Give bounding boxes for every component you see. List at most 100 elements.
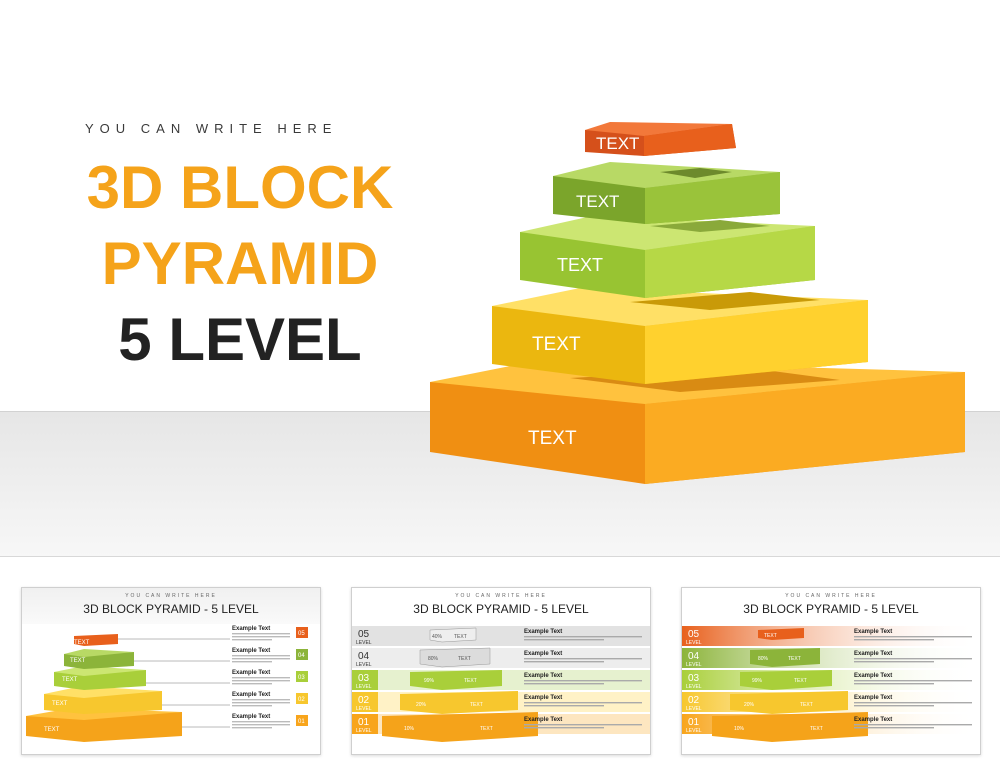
thumbnail-subtitle: YOU CAN WRITE HERE (785, 593, 877, 599)
item-headings: Example Text Example Text Example Text E… (232, 626, 270, 720)
hero-title-line2: PYRAMID (101, 230, 379, 297)
level-numbers: 05 LEVEL 04 LEVEL 03 LEVEL 02 LEVEL 01 L… (686, 629, 702, 734)
thumbnail-title: 3D BLOCK PYRAMID - 5 LEVEL (83, 602, 259, 616)
level-numbers: 05 LEVEL 04 LEVEL 03 LEVEL 02 LEVEL 01 L… (356, 629, 372, 734)
mini-label-5: TEXT (74, 640, 90, 646)
level-text: TEXT (810, 726, 823, 732)
level-num: 03 (358, 673, 370, 684)
item-heading: Example Text (854, 673, 892, 679)
level-num: 03 (688, 673, 700, 684)
item-heading: Example Text (854, 651, 892, 657)
pct-label: 99% (424, 678, 435, 684)
item-heading: Example Text (524, 695, 562, 701)
item-headings: Example Text Example Text Example Text E… (854, 629, 892, 723)
item-heading: Example Text (524, 651, 562, 657)
item-body-lines (232, 633, 290, 729)
pyramid-label-4: TEXT (576, 192, 619, 211)
item-heading: Example Text (232, 714, 270, 720)
thumbnail-1[interactable]: YOU CAN WRITE HERE 3D BLOCK PYRAMID - 5 … (21, 587, 321, 755)
item-body-lines (854, 636, 972, 729)
level-word: LEVEL (356, 706, 372, 712)
badge-05: 05 (298, 631, 305, 637)
thumbnail-2[interactable]: YOU CAN WRITE HERE 3D BLOCK PYRAMID - 5 … (351, 587, 651, 755)
level-badges: 05 04 03 02 01 (296, 627, 308, 726)
level-word: LEVEL (686, 684, 702, 690)
pyramid-label-3: TEXT (557, 255, 603, 275)
item-headings: Example Text Example Text Example Text E… (524, 629, 562, 723)
level-text: TEXT (458, 656, 471, 662)
pyramid-level-2: TEXT (492, 288, 868, 384)
level-text: TEXT (794, 678, 807, 684)
pyramid-level-4: TEXT (553, 162, 780, 224)
hero-title-line3: 5 LEVEL (118, 306, 362, 373)
level-text: TEXT (764, 633, 777, 639)
thumbnail-subtitle: YOU CAN WRITE HERE (125, 593, 217, 599)
level-word: LEVEL (356, 640, 372, 646)
item-heading: Example Text (854, 629, 892, 635)
level-text: TEXT (454, 634, 467, 640)
thumbnail-3[interactable]: YOU CAN WRITE HERE 3D BLOCK PYRAMID - 5 … (681, 587, 981, 755)
mini-pyramid: 40% TEXT 80% TEXT 99% TEXT 20% TEXT 10% … (382, 627, 538, 742)
item-heading: Example Text (232, 626, 270, 632)
level-text: TEXT (470, 702, 483, 708)
pct-label: 20% (416, 702, 427, 708)
level-text: TEXT (788, 656, 801, 662)
level-word: LEVEL (686, 662, 702, 668)
hero-title-line1: 3D BLOCK (86, 154, 394, 221)
pct-label: 10% (404, 726, 415, 732)
item-heading: Example Text (854, 695, 892, 701)
level-num: 02 (688, 695, 700, 706)
level-word: LEVEL (686, 640, 702, 646)
thumbnail-header: YOU CAN WRITE HERE 3D BLOCK PYRAMID - 5 … (22, 588, 320, 624)
thumbnail-subtitle: YOU CAN WRITE HERE (455, 593, 547, 599)
item-heading: Example Text (524, 673, 562, 679)
pyramid-level-1: TEXT (430, 360, 965, 484)
item-body-lines (524, 636, 642, 729)
level-word: LEVEL (356, 684, 372, 690)
thumbnail-graphic: 05 LEVEL 04 LEVEL 03 LEVEL 02 LEVEL 01 L… (352, 626, 650, 742)
level-num: 01 (358, 717, 370, 728)
badge-01: 01 (298, 719, 305, 725)
level-word: LEVEL (356, 662, 372, 668)
mini-label-3: TEXT (62, 677, 78, 683)
pct-label: 10% (734, 726, 745, 732)
mini-label-4: TEXT (70, 658, 86, 664)
item-heading: Example Text (232, 648, 270, 654)
pyramid-label-5: TEXT (596, 134, 639, 153)
thumbnail-graphic: TEXT TEXT TEXT TEXT TEXT Example Text Ex… (26, 626, 308, 742)
level-text: TEXT (800, 702, 813, 708)
pyramid-graphic: TEXT TEXT TEXT TEXT (430, 122, 965, 484)
level-num: 04 (688, 651, 700, 662)
pct-label: 80% (758, 656, 769, 662)
pyramid-level-3: TEXT (520, 216, 815, 298)
badge-02: 02 (298, 697, 305, 703)
pct-label: 80% (428, 656, 439, 662)
pyramid-label-1: TEXT (528, 428, 577, 449)
mini-label-1: TEXT (44, 727, 60, 733)
item-heading: Example Text (854, 717, 892, 723)
thumbnail-header: YOU CAN WRITE HERE 3D BLOCK PYRAMID - 5 … (682, 588, 980, 624)
level-text: TEXT (480, 726, 493, 732)
level-num: 05 (358, 629, 370, 640)
level-word: LEVEL (686, 728, 702, 734)
hero-subtitle: YOU CAN WRITE HERE (85, 121, 338, 136)
item-heading: Example Text (232, 670, 270, 676)
hero-slide: YOU CAN WRITE HERE 3D BLOCK PYRAMID 5 LE… (0, 121, 1000, 557)
level-num: 05 (688, 629, 700, 640)
item-heading: Example Text (524, 717, 562, 723)
connector-lines (118, 638, 230, 728)
level-word: LEVEL (356, 728, 372, 734)
badge-03: 03 (298, 675, 305, 681)
item-heading: Example Text (524, 629, 562, 635)
level-word: LEVEL (686, 706, 702, 712)
pyramid-label-2: TEXT (532, 334, 581, 355)
thumbnail-graphic: 05 LEVEL 04 LEVEL 03 LEVEL 02 LEVEL 01 L… (682, 626, 980, 742)
item-heading: Example Text (232, 692, 270, 698)
thumbnail-title: 3D BLOCK PYRAMID - 5 LEVEL (413, 602, 589, 616)
badge-04: 04 (298, 653, 305, 659)
mini-pyramid: TEXT 80% TEXT 99% TEXT 20% TEXT 10% TEXT (712, 628, 868, 742)
mini-pyramid: TEXT TEXT TEXT TEXT TEXT (26, 634, 182, 742)
pct-label: 99% (752, 678, 763, 684)
pct-label: 20% (744, 702, 755, 708)
thumbnail-header: YOU CAN WRITE HERE 3D BLOCK PYRAMID - 5 … (352, 588, 650, 624)
